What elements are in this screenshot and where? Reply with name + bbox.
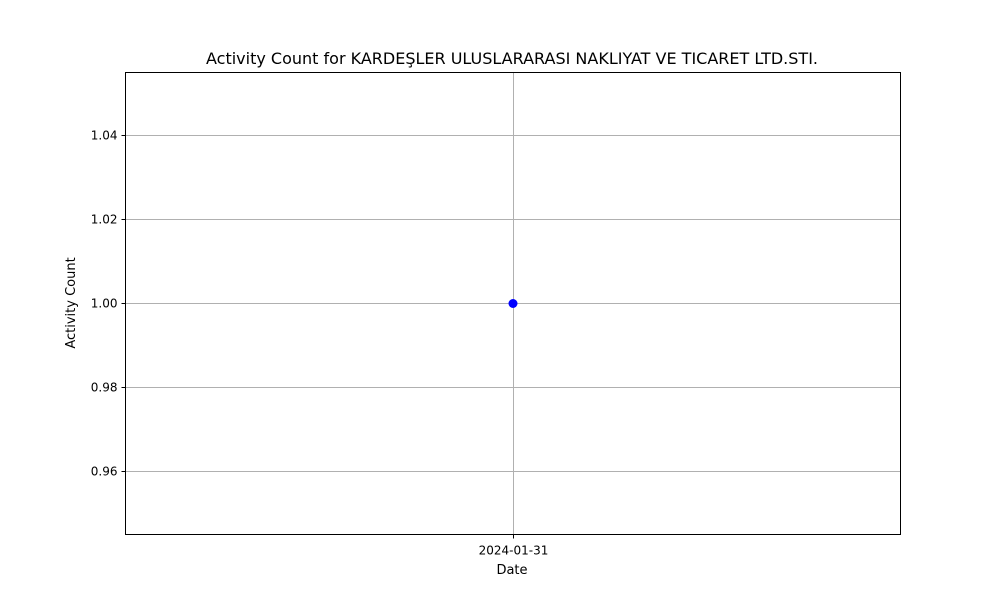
y-axis-label: Activity Count <box>64 257 79 348</box>
y-tick-label: 1.04 <box>91 129 118 143</box>
chart-title: Activity Count for KARDEŞLER ULUSLARARAS… <box>206 49 818 68</box>
y-tick-label: 0.96 <box>91 465 118 479</box>
axis-ticks: 0.96 0.98 1.00 1.02 1.04 2024-01-31 <box>91 129 549 558</box>
y-tick-label: 1.00 <box>91 297 118 311</box>
y-tick-label: 0.98 <box>91 381 118 395</box>
x-tick-label: 2024-01-31 <box>479 544 549 558</box>
data-points <box>508 299 518 308</box>
y-tick-label: 1.02 <box>91 213 118 227</box>
x-axis-label: Date <box>496 563 527 578</box>
data-point-marker <box>508 299 518 308</box>
